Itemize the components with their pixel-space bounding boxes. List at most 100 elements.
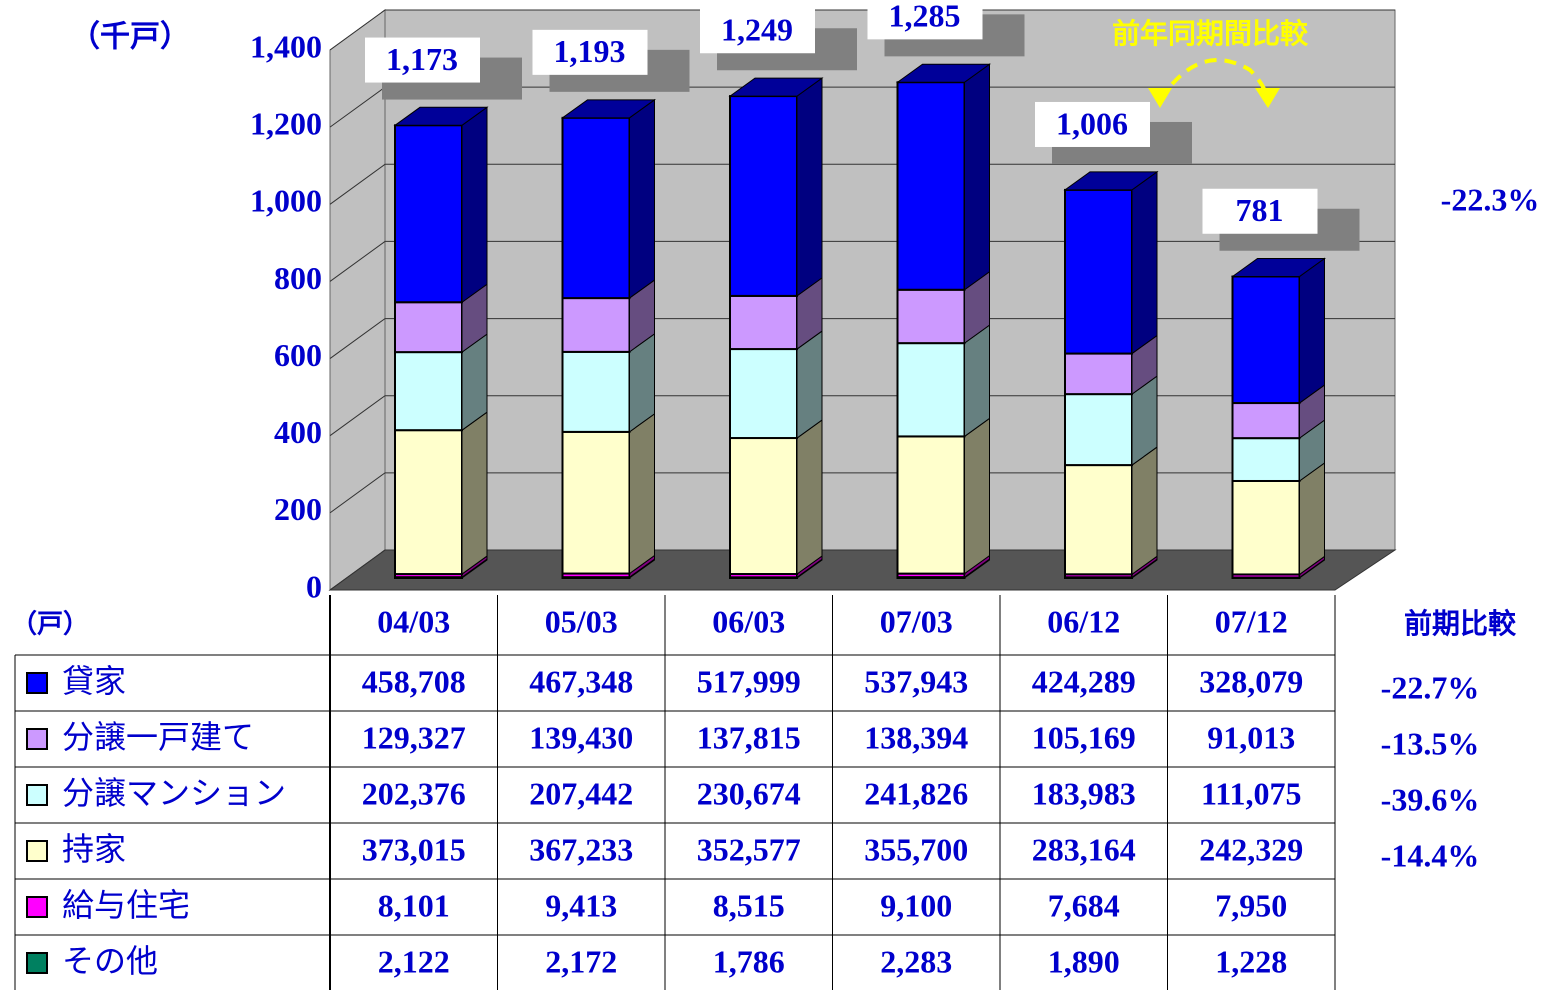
row-label: 分譲一戸建て <box>62 718 254 756</box>
bar-segment <box>394 351 463 432</box>
y-tick-label: 600 <box>274 337 322 373</box>
cell-value: 9,100 <box>880 887 952 923</box>
cell-value: 91,013 <box>1207 719 1295 755</box>
bar-segment <box>729 294 798 351</box>
bar-side <box>796 330 823 440</box>
bar-top <box>393 106 489 126</box>
bar-segment <box>896 81 966 291</box>
bar-side <box>461 106 488 304</box>
row-label: その他 <box>62 942 158 980</box>
cell-value: 467,348 <box>529 663 633 699</box>
legend-swatch <box>26 784 48 806</box>
bar-top <box>895 63 992 83</box>
cell-value: 1,890 <box>1048 943 1120 979</box>
legend-swatch <box>26 672 48 694</box>
plot <box>329 9 1395 591</box>
y-tick-label: 200 <box>274 491 322 527</box>
y-tick-label: 800 <box>274 260 322 296</box>
cell-value: 328,079 <box>1199 663 1303 699</box>
left-wall <box>329 9 386 591</box>
bar-side <box>1299 257 1325 405</box>
total-box <box>867 0 983 40</box>
row-label: 貸家 <box>62 662 126 700</box>
total-label: 781 <box>1236 192 1284 228</box>
total-box <box>365 37 480 83</box>
x-tick-label: 06/03 <box>712 603 785 639</box>
cell-value: 139,430 <box>529 719 633 755</box>
cell-value: 424,289 <box>1032 663 1136 699</box>
y-tick-label: 1,000 <box>250 183 322 219</box>
cell-value: 137,815 <box>697 719 801 755</box>
cell-value: 8,101 <box>378 887 450 923</box>
arrow-head <box>1255 88 1280 108</box>
bar-top <box>1063 171 1159 191</box>
cell-value: 352,577 <box>697 831 801 867</box>
x-tick-label: 05/03 <box>545 603 618 639</box>
x-tick-label: 06/12 <box>1047 603 1120 639</box>
cell-value: 1,786 <box>713 943 785 979</box>
bar-segment <box>896 288 966 345</box>
total-box <box>700 8 815 54</box>
change-value: -39.6% <box>1381 781 1480 817</box>
grid-line <box>329 395 1395 437</box>
total-box <box>532 29 648 75</box>
cell-value: 355,700 <box>864 831 968 867</box>
x-tick-label: 07/03 <box>880 603 953 639</box>
change-header: 前期比較 <box>1404 607 1517 640</box>
cell-value: 367,233 <box>529 831 633 867</box>
bar-segment <box>1231 402 1301 440</box>
grid-line <box>329 549 1395 591</box>
bar-side <box>796 77 823 297</box>
cell-value: 111,075 <box>1201 775 1301 811</box>
total-box <box>1202 188 1318 234</box>
bar-segment <box>1064 464 1133 576</box>
cell-value: 537,943 <box>864 663 968 699</box>
cell-value: 373,015 <box>362 831 466 867</box>
x-tick-label: 07/12 <box>1215 603 1288 639</box>
arrow-head <box>1148 88 1172 108</box>
bar-top <box>560 99 657 119</box>
bar-side <box>461 411 488 576</box>
bar-side <box>1299 462 1325 576</box>
bar-segment <box>561 297 631 353</box>
cell-value: 517,999 <box>697 663 801 699</box>
bar-segment <box>1231 437 1301 482</box>
bar-side <box>629 412 655 575</box>
cell-value: 2,172 <box>545 943 617 979</box>
total-label: 1,173 <box>386 41 458 77</box>
cell-value: 1,228 <box>1215 943 1287 979</box>
total-box <box>1035 101 1150 147</box>
cell-value: 7,684 <box>1048 887 1120 923</box>
bar-side <box>1131 170 1158 355</box>
grid-line <box>329 318 1395 359</box>
total-label: 1,006 <box>1056 105 1128 141</box>
legend-swatch <box>26 840 48 862</box>
bar-side <box>964 324 990 438</box>
cell-value: 7,950 <box>1215 887 1287 923</box>
annotation: 前年同期間比較 <box>1112 17 1309 50</box>
bar-side <box>796 419 823 576</box>
bar-segment <box>1231 479 1301 576</box>
change-value: -13.5% <box>1381 725 1480 761</box>
bar-segment <box>561 430 631 575</box>
cell-value: 9,413 <box>545 887 617 923</box>
legend-swatch <box>26 896 48 918</box>
cell-value: 129,327 <box>362 719 466 755</box>
bar-segment <box>1064 188 1133 355</box>
y-tick-label: 400 <box>274 414 322 450</box>
unit-label: （千戸） <box>70 20 190 55</box>
grid-line <box>329 9 1395 51</box>
change-value: -22.7% <box>1381 669 1480 705</box>
cell-value: 2,283 <box>880 943 952 979</box>
table-unit: （戸） <box>11 610 89 640</box>
x-tick-label: 04/03 <box>377 603 450 639</box>
bar-segment <box>1064 352 1133 396</box>
bar-segment <box>394 429 463 576</box>
bar-segment <box>1231 275 1301 405</box>
bar-top <box>728 77 824 97</box>
bar-side <box>964 417 990 575</box>
cell-value: 458,708 <box>362 663 466 699</box>
grid-line <box>329 240 1395 282</box>
total-change: -22.3% <box>1441 181 1540 217</box>
